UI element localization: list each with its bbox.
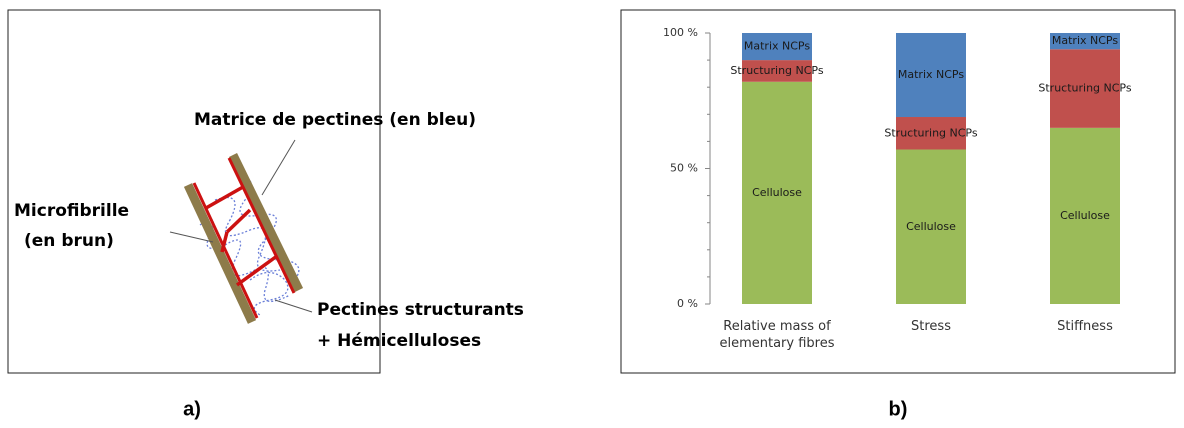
bar-segment <box>1050 49 1120 128</box>
bar-segment <box>742 81 812 304</box>
panel-label: a) <box>183 398 201 420</box>
bar-segment <box>896 117 966 150</box>
fibre-diagram <box>169 139 313 324</box>
segment-label: Matrix NCPs <box>1052 34 1118 47</box>
segment-label: Cellulose <box>1060 209 1110 222</box>
segment-label: Structuring NCPs <box>730 64 824 77</box>
y-tick-label: 50 % <box>670 162 698 175</box>
panel-a-frame <box>7 9 381 374</box>
x-label-box: Relative mass of elementary fibres <box>719 319 835 351</box>
y-tick-label: 100 % <box>663 26 698 39</box>
bar-segment <box>742 33 812 61</box>
segment-label: Structuring NCPs <box>884 126 978 139</box>
x-tick-label: Stiffness <box>1057 319 1113 334</box>
diagram-label: Pectines structurants <box>317 300 524 320</box>
y-tick-label: 0 % <box>677 297 698 310</box>
x-label-box: Stress <box>911 319 951 334</box>
diagram-label: Matrice de pectines (en bleu) <box>194 110 476 130</box>
segment-label: Matrix NCPs <box>898 68 964 81</box>
x-tick-label: Relative mass of elementary fibres <box>719 319 835 351</box>
bar-segment <box>896 33 966 118</box>
segment-label: Cellulose <box>906 220 956 233</box>
diagram-label: Microfibrille <box>14 201 129 221</box>
bar-segment <box>742 60 812 82</box>
x-tick-label: Stress <box>911 319 951 334</box>
segment-label: Structuring NCPs <box>1038 82 1132 95</box>
segment-label: Matrix NCPs <box>744 40 810 53</box>
x-label-box: Stiffness <box>1057 319 1113 334</box>
segment-label: Cellulose <box>752 186 802 199</box>
diagram-label: (en brun) <box>24 231 114 251</box>
bar-segment <box>1050 127 1120 304</box>
diagram-label: + Hémicelluloses <box>317 331 481 351</box>
bar-segment <box>1050 33 1120 50</box>
bar-segment <box>896 149 966 304</box>
panel-b-frame <box>620 9 1176 374</box>
panel-label: b) <box>889 398 908 420</box>
